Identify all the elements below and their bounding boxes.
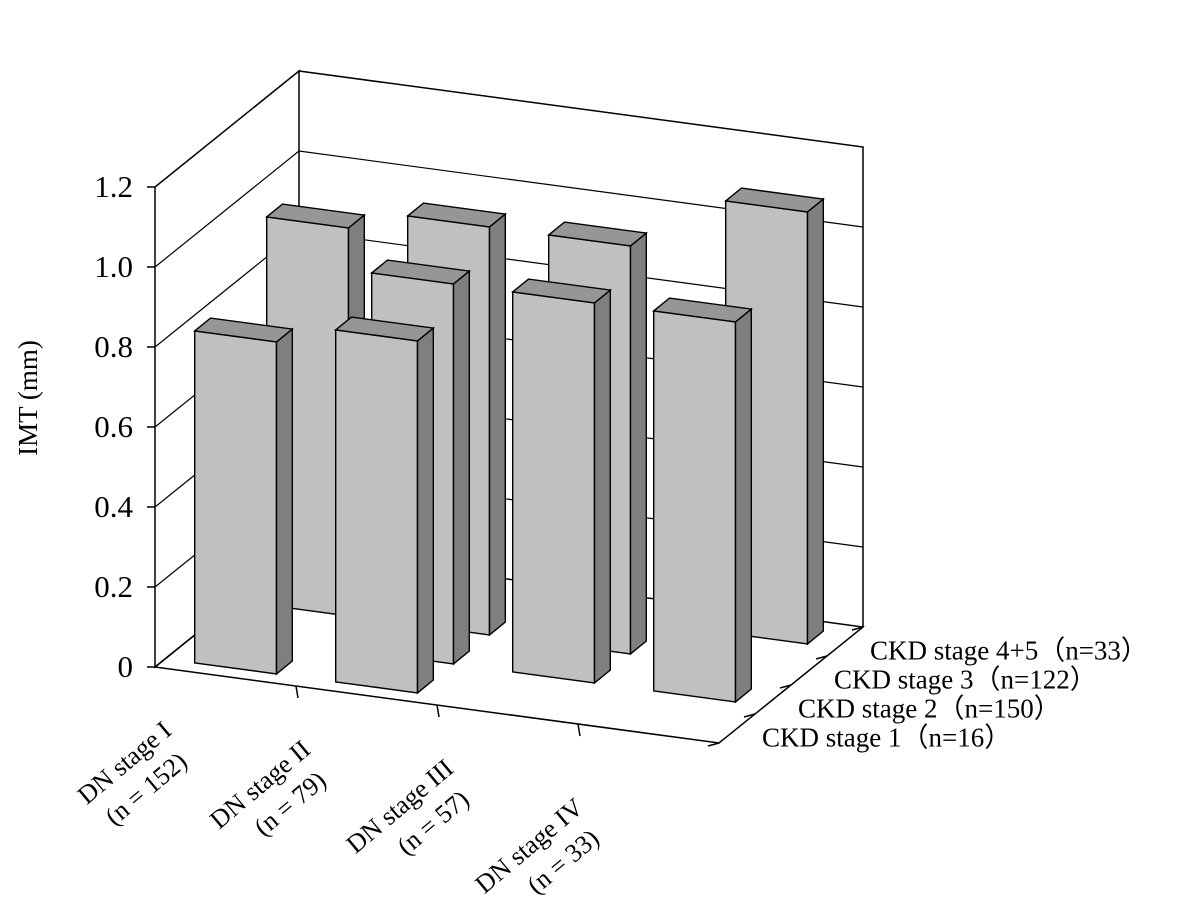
bar-front [193,330,278,675]
y-tick-label: 0.6 [94,409,133,444]
bar-top [405,202,508,228]
bar-top [651,297,754,323]
series-labels: CKD stage 1（n=16）CKD stage 2（n=150）CKD s… [762,636,1148,753]
bar-side [806,197,824,646]
z-tick-mark [779,684,792,689]
bar-side [629,231,647,656]
bar-side [275,327,293,676]
y-tick-label: 1.0 [94,249,133,284]
x-tick-mark [295,685,299,699]
bar-top [546,221,649,247]
bar [651,297,754,704]
z-tick-mark [851,626,864,631]
bar-front [512,291,596,684]
category-labels: DN stage I(n = 152) DN stage II(n = 79) DN… [72,715,611,919]
bar [192,317,295,676]
y-tick-label: 0.4 [94,489,133,524]
bar-front [335,329,419,694]
series-label: CKD stage 3（n=122） [834,665,1097,695]
series-label: CKD stage 2（n=150） [798,694,1061,724]
bar-top [369,259,472,285]
category-label: DN stage III(n = 57) [341,753,481,885]
x-tick-mark [577,723,581,737]
y-tick-label: 0.8 [94,329,133,364]
series-label: CKD stage 4+5（n=33） [870,636,1148,666]
bar-side [488,212,506,637]
bar-side [593,288,611,685]
gridline [154,150,864,268]
bar [510,278,613,685]
y-tick-label: 0.2 [94,569,133,604]
bar-side [452,269,470,666]
category-label: DN stage IV(n = 33) [470,792,611,919]
bar-side [416,326,434,695]
z-tick-mark [743,713,756,718]
bars [192,187,826,704]
bar-top [264,203,367,229]
series-label: CKD stage 1（n=16） [762,723,1011,753]
bar-front [653,310,737,703]
bar-top [192,317,295,343]
bar-side [734,307,752,704]
z-tick-mark [707,742,720,747]
y-tick-label: 0 [118,649,134,684]
bar [333,316,436,695]
y-tick-label: 1.2 [94,169,133,204]
y-axis-ticks: 0 0.2 0.4 0.6 0.8 1.0 1.2 [94,169,864,747]
y-axis-label: IMT (mm) [13,340,43,456]
bar-top [723,187,826,213]
z-tick-mark [815,655,828,660]
x-tick-mark [436,704,440,718]
bar-top [333,316,436,342]
bar-top [510,278,613,304]
category-label: DN stage I(n = 152) [72,715,199,836]
category-label: DN stage II(n = 79) [204,734,337,860]
